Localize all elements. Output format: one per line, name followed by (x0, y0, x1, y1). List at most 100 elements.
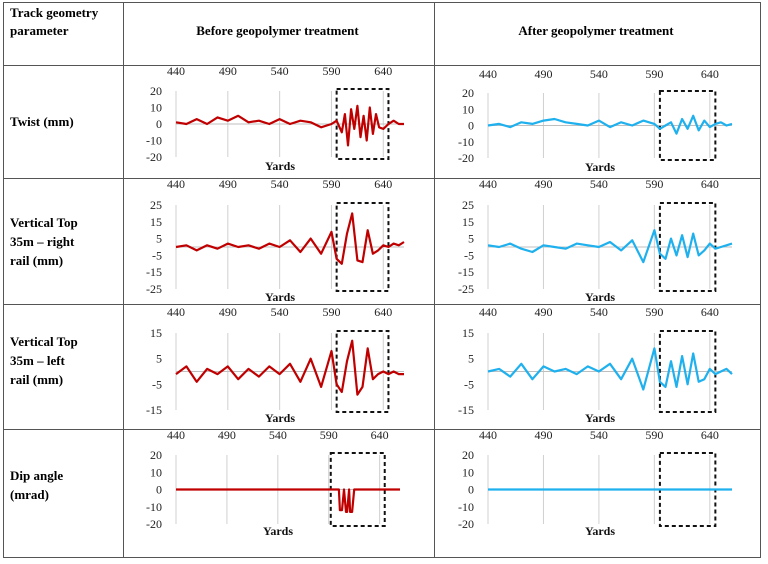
y-tick-label: 0 (156, 483, 162, 497)
y-tick-label: 15 (150, 215, 162, 229)
x-tick-label: 540 (271, 64, 289, 78)
x-tick-label: 440 (479, 67, 497, 81)
x-tick-label: 590 (320, 428, 338, 442)
y-tick-label: 15 (150, 326, 162, 340)
x-tick-label: 440 (479, 428, 497, 442)
x-tick-label: 590 (322, 64, 340, 78)
y-tick-label: 10 (462, 465, 474, 479)
row-label-line: rail (mm) (10, 253, 64, 268)
x-tick-label: 490 (534, 305, 552, 319)
x-tick-label: 540 (269, 428, 287, 442)
x-tick-label: 640 (701, 428, 719, 442)
y-tick-label: -10 (146, 500, 162, 514)
series-line (175, 104, 404, 147)
x-axis-label: Yards (585, 411, 615, 425)
x-tick-label: 640 (701, 305, 719, 319)
x-tick-label: 490 (534, 67, 552, 81)
x-tick-label: 590 (645, 305, 663, 319)
row-divider (4, 429, 760, 430)
y-tick-label: 5 (468, 232, 474, 246)
x-tick-label: 440 (167, 305, 185, 319)
series-line (175, 212, 405, 265)
y-tick-label: -10 (146, 134, 162, 148)
y-tick-label: -5 (464, 248, 474, 262)
y-tick-label: 10 (462, 102, 474, 116)
x-axis-label: Yards (585, 160, 615, 174)
x-tick-label: 440 (167, 64, 185, 78)
highlight-box (658, 330, 717, 413)
y-tick-label: -20 (458, 517, 474, 531)
row-label-line: (mrad) (10, 487, 49, 502)
x-tick-label: 590 (645, 67, 663, 81)
row-label-line: Dip angle (10, 468, 64, 483)
x-tick-label: 590 (322, 177, 340, 191)
x-tick-label: 540 (590, 305, 608, 319)
x-tick-label: 440 (479, 177, 497, 191)
row-label-line: 35m – right (10, 234, 75, 249)
y-tick-label: 0 (156, 117, 162, 131)
y-tick-label: 20 (150, 448, 162, 462)
y-tick-label: 15 (462, 326, 474, 340)
y-tick-label: 20 (150, 84, 162, 98)
y-tick-label: -5 (152, 377, 162, 391)
y-tick-label: -10 (458, 135, 474, 149)
y-tick-label: 0 (468, 119, 474, 133)
row-divider (4, 178, 760, 179)
y-tick-label: -20 (458, 151, 474, 165)
y-tick-label: 25 (150, 198, 162, 212)
column-divider (123, 3, 124, 557)
x-tick-label: 540 (271, 177, 289, 191)
y-tick-label: -20 (146, 150, 162, 164)
x-tick-label: 440 (167, 428, 185, 442)
x-tick-label: 540 (590, 177, 608, 191)
x-tick-label: 640 (701, 177, 719, 191)
column-divider (434, 3, 435, 557)
y-tick-label: 25 (462, 198, 474, 212)
y-tick-label: 10 (150, 101, 162, 115)
y-tick-label: -5 (464, 377, 474, 391)
row-label-line: rail (mm) (10, 372, 64, 387)
series-line (175, 339, 404, 396)
x-axis-label: Yards (265, 159, 295, 173)
x-axis-label: Yards (265, 290, 295, 304)
x-axis-label: Yards (263, 524, 293, 538)
series-line (487, 114, 733, 135)
x-tick-label: 490 (218, 428, 236, 442)
row-label-line: Vertical Top (10, 215, 78, 230)
x-tick-label: 490 (219, 177, 237, 191)
x-tick-label: 590 (322, 305, 340, 319)
x-axis-label: Yards (585, 524, 615, 538)
x-tick-label: 540 (590, 67, 608, 81)
row-divider (4, 304, 760, 305)
row-label-line: 35m – left (10, 353, 65, 368)
y-tick-label: 0 (468, 483, 474, 497)
header-after: After geopolymer treatment (518, 23, 674, 38)
x-tick-label: 640 (374, 177, 392, 191)
x-tick-label: 640 (701, 67, 719, 81)
x-tick-label: 490 (534, 428, 552, 442)
y-tick-label: 20 (462, 86, 474, 100)
x-tick-label: 590 (645, 177, 663, 191)
x-axis-label: Yards (265, 411, 295, 425)
row-label-line: Vertical Top (10, 334, 78, 349)
row-label-twist: Twist (mm) (10, 112, 74, 131)
header-before: Before geopolymer treatment (196, 23, 359, 38)
highlight-box (658, 202, 717, 292)
row-label-line: Twist (mm) (10, 114, 74, 129)
row-label-vertical-left: Vertical Top 35m – left rail (mm) (10, 332, 78, 389)
y-tick-label: -10 (458, 500, 474, 514)
x-tick-label: 490 (219, 305, 237, 319)
x-tick-label: 490 (534, 177, 552, 191)
y-tick-label: -15 (146, 403, 162, 417)
series-line (487, 229, 733, 264)
x-tick-label: 640 (374, 305, 392, 319)
y-tick-label: 10 (150, 465, 162, 479)
x-tick-label: 640 (374, 64, 392, 78)
